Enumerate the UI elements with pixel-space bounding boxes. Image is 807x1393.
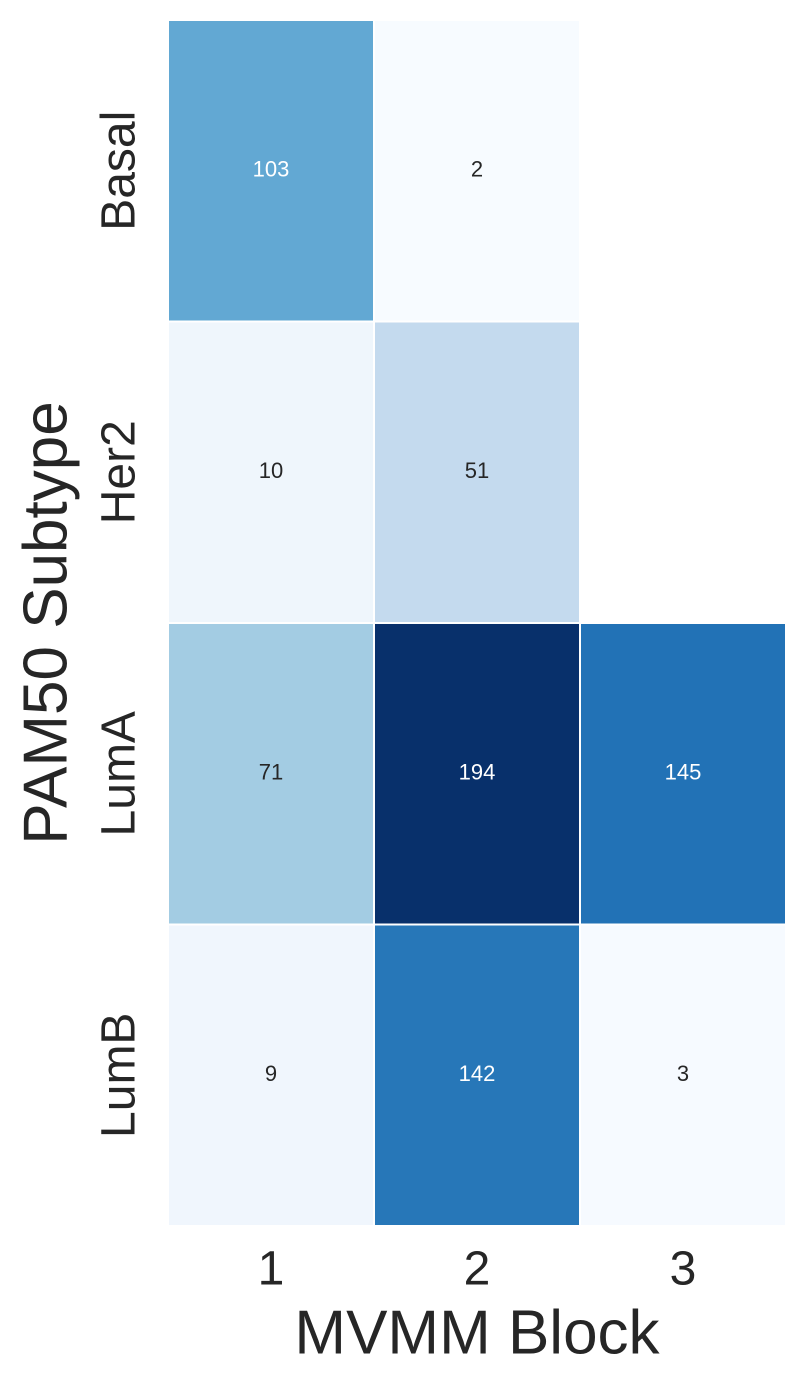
heatmap-cell (167, 622, 375, 926)
y-tick-label: LumA (93, 711, 146, 836)
heatmap-cell (167, 320, 375, 624)
y-tick-label: LumB (93, 1013, 146, 1138)
x-tick-label: 3 (670, 1243, 697, 1296)
cell-label: 71 (259, 760, 283, 785)
cell-label: 51 (465, 458, 489, 483)
x-tick-label: 1 (258, 1243, 285, 1296)
y-axis-title: PAM50 Subtype (11, 401, 80, 844)
x-axis-title: MVMM Block (294, 1298, 660, 1367)
cell-label: 145 (665, 760, 702, 785)
cell-label: 194 (459, 760, 496, 785)
heatmap-cell (373, 19, 581, 323)
heatmap-cell (579, 923, 787, 1227)
cell-label: 2 (471, 157, 483, 182)
cell-label: 10 (259, 458, 283, 483)
heatmap-cell (373, 320, 581, 624)
cell-label: 3 (677, 1061, 689, 1086)
cell-label: 103 (253, 157, 290, 182)
y-tick-label: Basal (93, 111, 146, 231)
cell-label: 9 (265, 1061, 277, 1086)
heatmap-cell (373, 622, 581, 926)
heatmap-cell (167, 923, 375, 1227)
heatmap-cell (373, 923, 581, 1227)
cell-label: 142 (459, 1061, 496, 1086)
heatmap-cell (167, 19, 375, 323)
y-tick-label: Her2 (93, 420, 146, 524)
x-tick-label: 2 (464, 1243, 491, 1296)
